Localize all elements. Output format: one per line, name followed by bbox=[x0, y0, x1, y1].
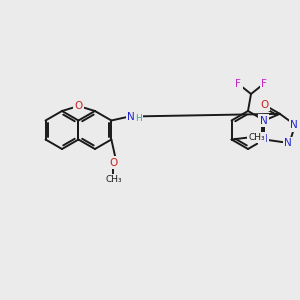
Text: N: N bbox=[260, 134, 267, 145]
Text: N: N bbox=[284, 138, 292, 148]
Text: O: O bbox=[109, 158, 118, 167]
Text: N: N bbox=[260, 116, 267, 125]
Text: F: F bbox=[235, 79, 241, 89]
Text: CH₃: CH₃ bbox=[248, 133, 265, 142]
Text: O: O bbox=[260, 100, 269, 110]
Text: N: N bbox=[290, 120, 298, 130]
Text: CH₃: CH₃ bbox=[105, 175, 122, 184]
Text: F: F bbox=[261, 79, 267, 89]
Text: O: O bbox=[74, 101, 83, 111]
Text: N: N bbox=[128, 112, 135, 122]
Text: H: H bbox=[135, 114, 142, 123]
